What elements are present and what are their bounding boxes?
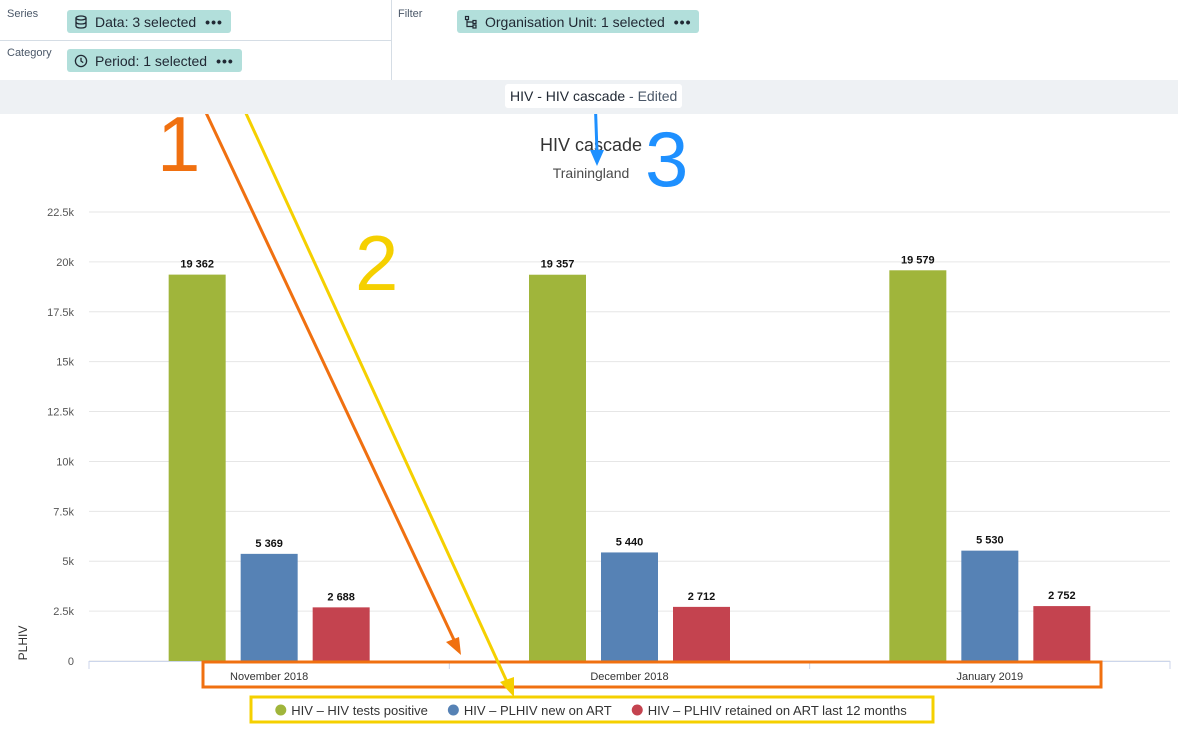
legend-symbol [275, 704, 287, 716]
x-axis: November 2018 December 2018 January 2019 [88, 661, 1171, 683]
data-chip-label: Data: 3 selected [95, 13, 197, 30]
legend-symbol [631, 704, 643, 716]
period-chip-more-icon[interactable]: ••• [216, 52, 234, 69]
data-label: 5 369 [255, 538, 283, 550]
bar [240, 553, 298, 661]
data-chip[interactable]: Data: 3 selected ••• [67, 10, 231, 33]
category-axis: Category Period: 1 selected ••• [0, 40, 391, 79]
blue-arrowhead [590, 150, 604, 166]
annotation-number-3: 3 [645, 115, 688, 203]
period-chip[interactable]: Period: 1 selected ••• [67, 49, 242, 72]
bar [601, 552, 658, 661]
org-unit-chip[interactable]: Organisation Unit: 1 selected ••• [457, 10, 700, 33]
chart: HIV cascade Trainingland PLHIV 0 2.5k 5k 7.… [16, 114, 1171, 724]
y-tick-label: 2.5k [53, 606, 74, 618]
data-label: 2 752 [1048, 590, 1076, 602]
chart-title: HIV cascade [540, 135, 642, 155]
bar [673, 606, 730, 661]
y-tick-label: 20k [56, 257, 74, 269]
annotation-number-2: 2 [355, 219, 398, 307]
bar [168, 274, 226, 661]
bar [961, 550, 1019, 661]
clock-icon [74, 54, 88, 67]
series-label: Series [7, 8, 39, 20]
annotation-number-1: 1 [157, 114, 200, 188]
series-axis: Series Data: 3 selected ••• [0, 0, 391, 41]
org-unit-chip-label: Organisation Unit: 1 selected [485, 13, 665, 30]
yellow-arrowhead [500, 677, 514, 697]
org-unit-chip-more-icon[interactable]: ••• [673, 13, 692, 30]
category-highlight-box [201, 660, 1103, 689]
database-icon [75, 14, 87, 29]
layout-panel: Series Data: 3 selected ••• Category Per… [0, 0, 1178, 81]
visualization-title: HIV - HIV cascade - Edited [505, 84, 683, 108]
data-label: 5 530 [976, 535, 1004, 547]
data-label: 2 712 [688, 591, 716, 603]
legend: HIV – HIV tests positive HIV – PLHIV new … [275, 703, 907, 718]
yellow-arrow [244, 114, 510, 685]
legend-symbol [447, 704, 459, 716]
legend-highlight-box [249, 695, 935, 724]
y-axis-ticks: 0 2.5k 5k 7.5k 10k 12.5k 15k 17.5k 20k 22.5k [47, 207, 74, 668]
data-label: 5 440 [616, 536, 644, 548]
y-tick-label: 10k [56, 456, 74, 468]
y-tick-label: 12.5k [47, 407, 74, 419]
edited-indicator: - Edited [629, 88, 678, 104]
filter-label: Filter [398, 8, 423, 20]
series-category-column: Series Data: 3 selected ••• Category Per… [0, 0, 392, 80]
y-axis-label: PLHIV [16, 626, 30, 661]
x-tick-label: November 2018 [230, 671, 308, 683]
bars: 19 362 5 369 2 688 19 357 5 440 2 712 19 579 5 … [168, 254, 1091, 661]
data-label: 19 362 [180, 259, 214, 271]
data-label: 19 357 [541, 259, 575, 271]
legend-label: HIV – HIV tests positive [291, 703, 428, 718]
legend-label: HIV – PLHIV retained on ART last 12 mont… [648, 703, 907, 718]
bar [312, 607, 370, 661]
y-tick-label: 5k [62, 556, 74, 568]
data-chip-more-icon[interactable]: ••• [205, 13, 223, 30]
blue-arrow [594, 114, 599, 153]
bar [1033, 606, 1091, 661]
y-tick-label: 22.5k [47, 207, 74, 219]
orange-arrow [204, 114, 457, 643]
x-tick-label: December 2018 [590, 671, 668, 683]
y-tick-label: 15k [56, 357, 74, 369]
category-label: Category [7, 47, 52, 59]
orange-arrowhead [446, 637, 461, 655]
filter-axis: Filter Organisation Unit: 1 selected ••• [392, 0, 1178, 80]
data-label: 2 688 [327, 591, 355, 603]
bar [889, 270, 947, 661]
data-label: 19 579 [901, 254, 935, 266]
bar [529, 274, 586, 661]
chart-subtitle: Trainingland [553, 165, 630, 181]
annotation-overlays [201, 114, 1103, 724]
period-chip-label: Period: 1 selected [95, 52, 208, 69]
x-tick-label: January 2019 [956, 671, 1023, 683]
legend-label: HIV – PLHIV new on ART [464, 703, 612, 718]
y-tick-label: 17.5k [47, 307, 74, 319]
y-tick-label: 0 [68, 656, 74, 668]
hierarchy-icon [464, 15, 477, 29]
visualization-name: HIV - HIV cascade [510, 88, 626, 104]
y-tick-label: 7.5k [53, 506, 74, 518]
